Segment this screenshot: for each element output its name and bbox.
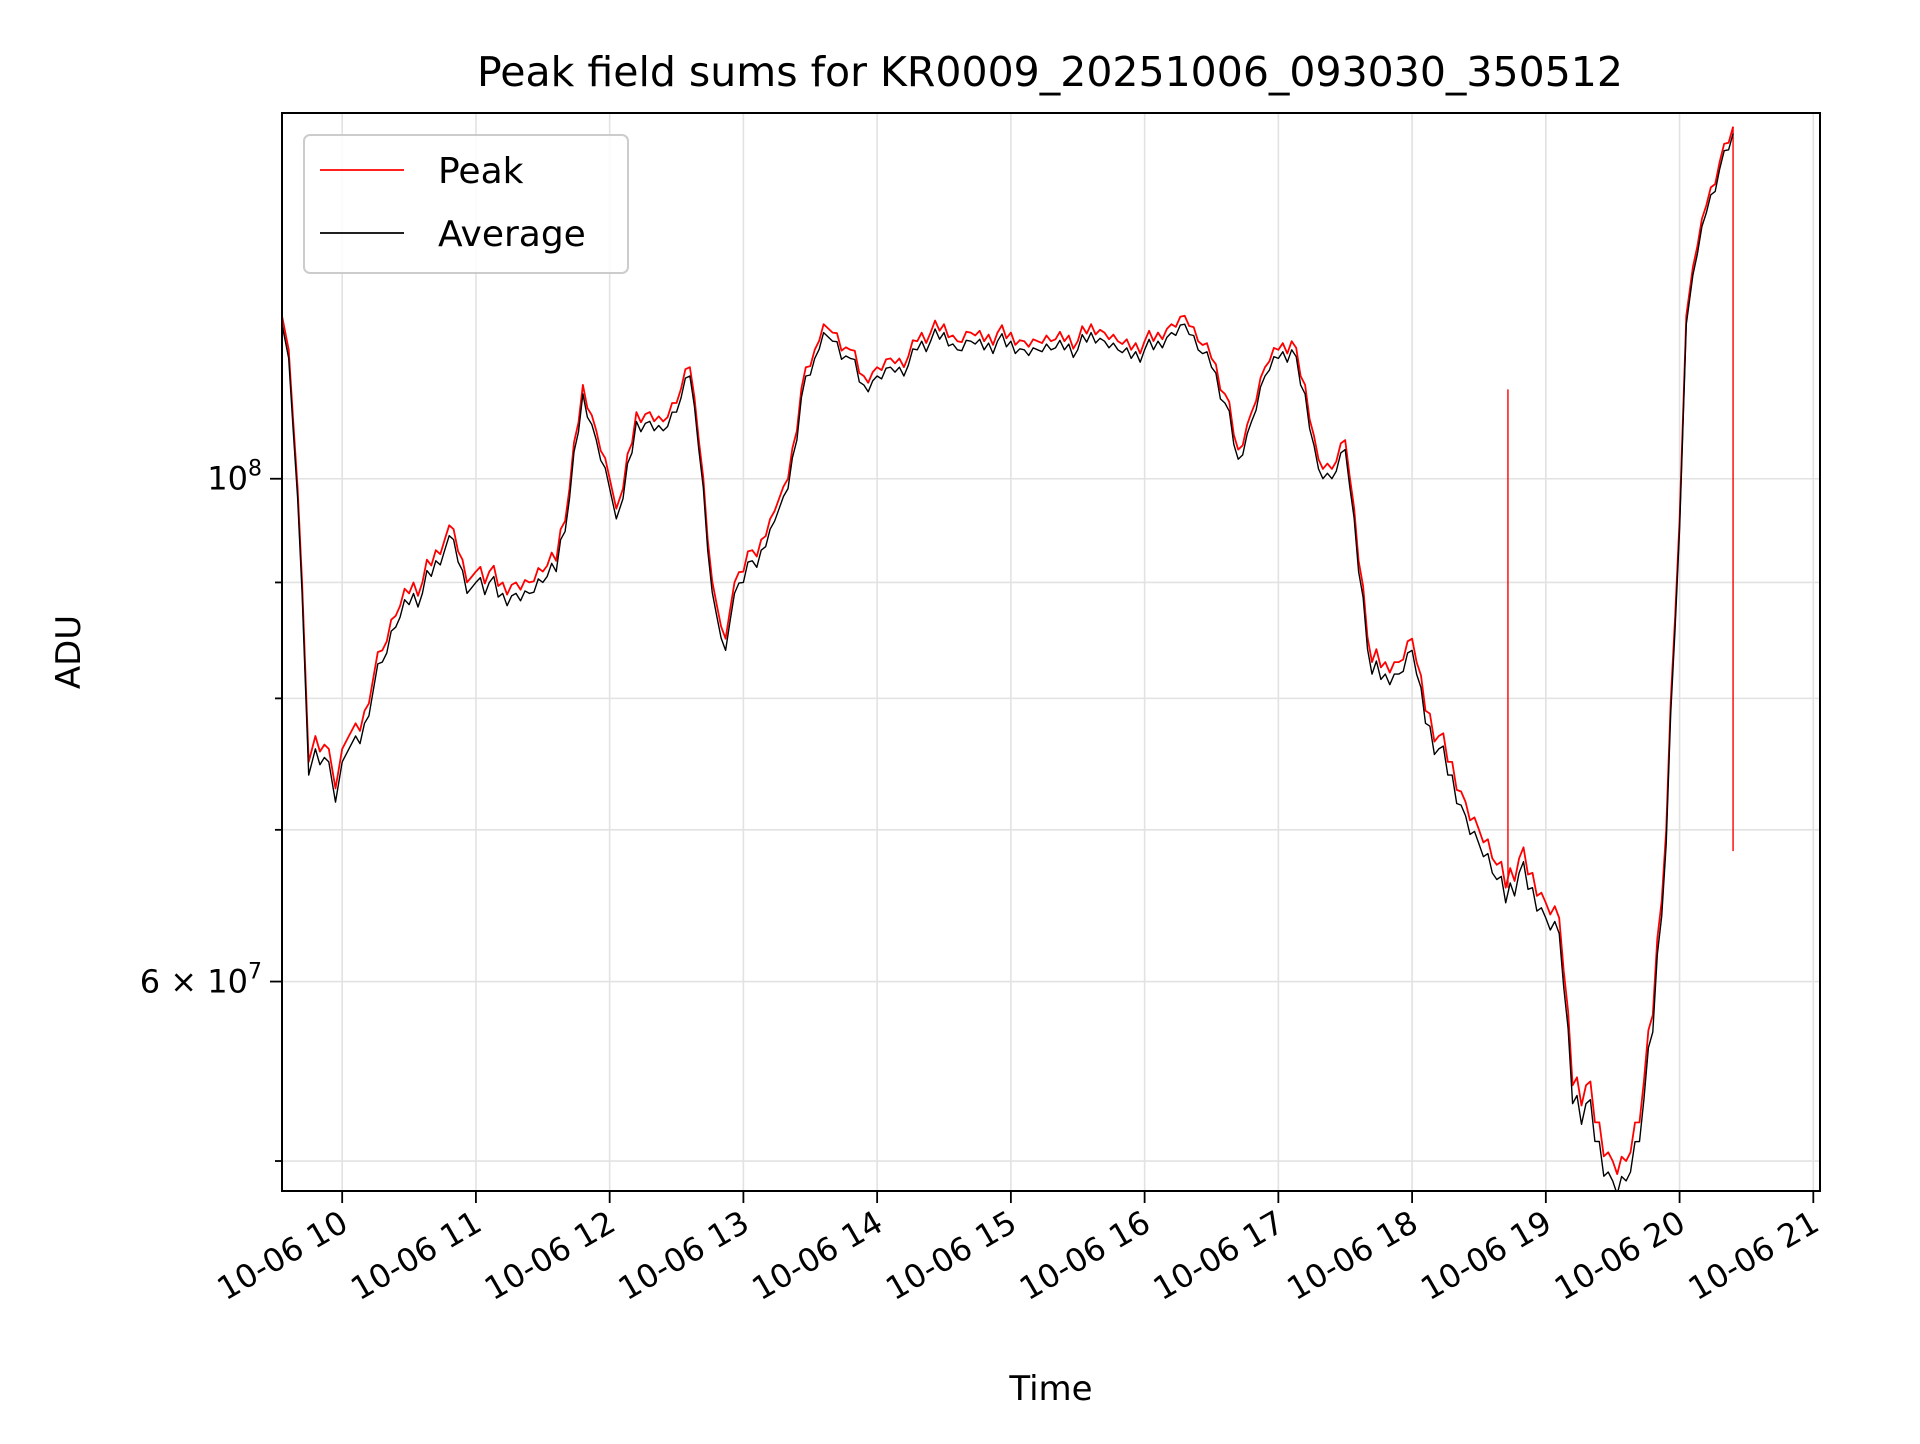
x-tick-label: 10-06 20 bbox=[1548, 1203, 1692, 1308]
legend: Peak Average bbox=[303, 134, 629, 274]
x-tick-label: 10-06 12 bbox=[478, 1203, 622, 1308]
series-layer bbox=[282, 126, 1734, 1191]
peak-series-line bbox=[282, 126, 1734, 1175]
y-tick-label: 6 × 107 bbox=[140, 960, 262, 1001]
x-tick-label: 10-06 16 bbox=[1013, 1203, 1157, 1308]
grid bbox=[282, 113, 1820, 1191]
y-axis: 108 6 × 107 bbox=[140, 457, 282, 1162]
y-axis-label: ADU bbox=[49, 615, 89, 689]
average-series-line bbox=[282, 133, 1734, 1191]
x-tick-label: 10-06 21 bbox=[1682, 1203, 1826, 1308]
x-tick-label: 10-06 15 bbox=[879, 1203, 1023, 1308]
x-tick-label: 10-06 13 bbox=[612, 1203, 756, 1308]
x-tick-label: 10-06 10 bbox=[211, 1203, 355, 1308]
x-tick-label: 10-06 14 bbox=[746, 1203, 890, 1308]
x-tick-label: 10-06 11 bbox=[344, 1203, 488, 1308]
x-axis-label: Time bbox=[1008, 1369, 1092, 1409]
x-tick-label: 10-06 17 bbox=[1147, 1203, 1291, 1308]
x-tick-label: 10-06 18 bbox=[1280, 1203, 1424, 1308]
legend-peak-label: Peak bbox=[438, 151, 524, 192]
plot-frame bbox=[281, 112, 1821, 1192]
legend-average-label: Average bbox=[438, 214, 586, 255]
y-tick-label: 108 bbox=[207, 457, 262, 498]
chart-title: Peak field sums for KR0009_20251006_0930… bbox=[477, 48, 1623, 96]
x-tick-label: 10-06 19 bbox=[1414, 1203, 1558, 1308]
